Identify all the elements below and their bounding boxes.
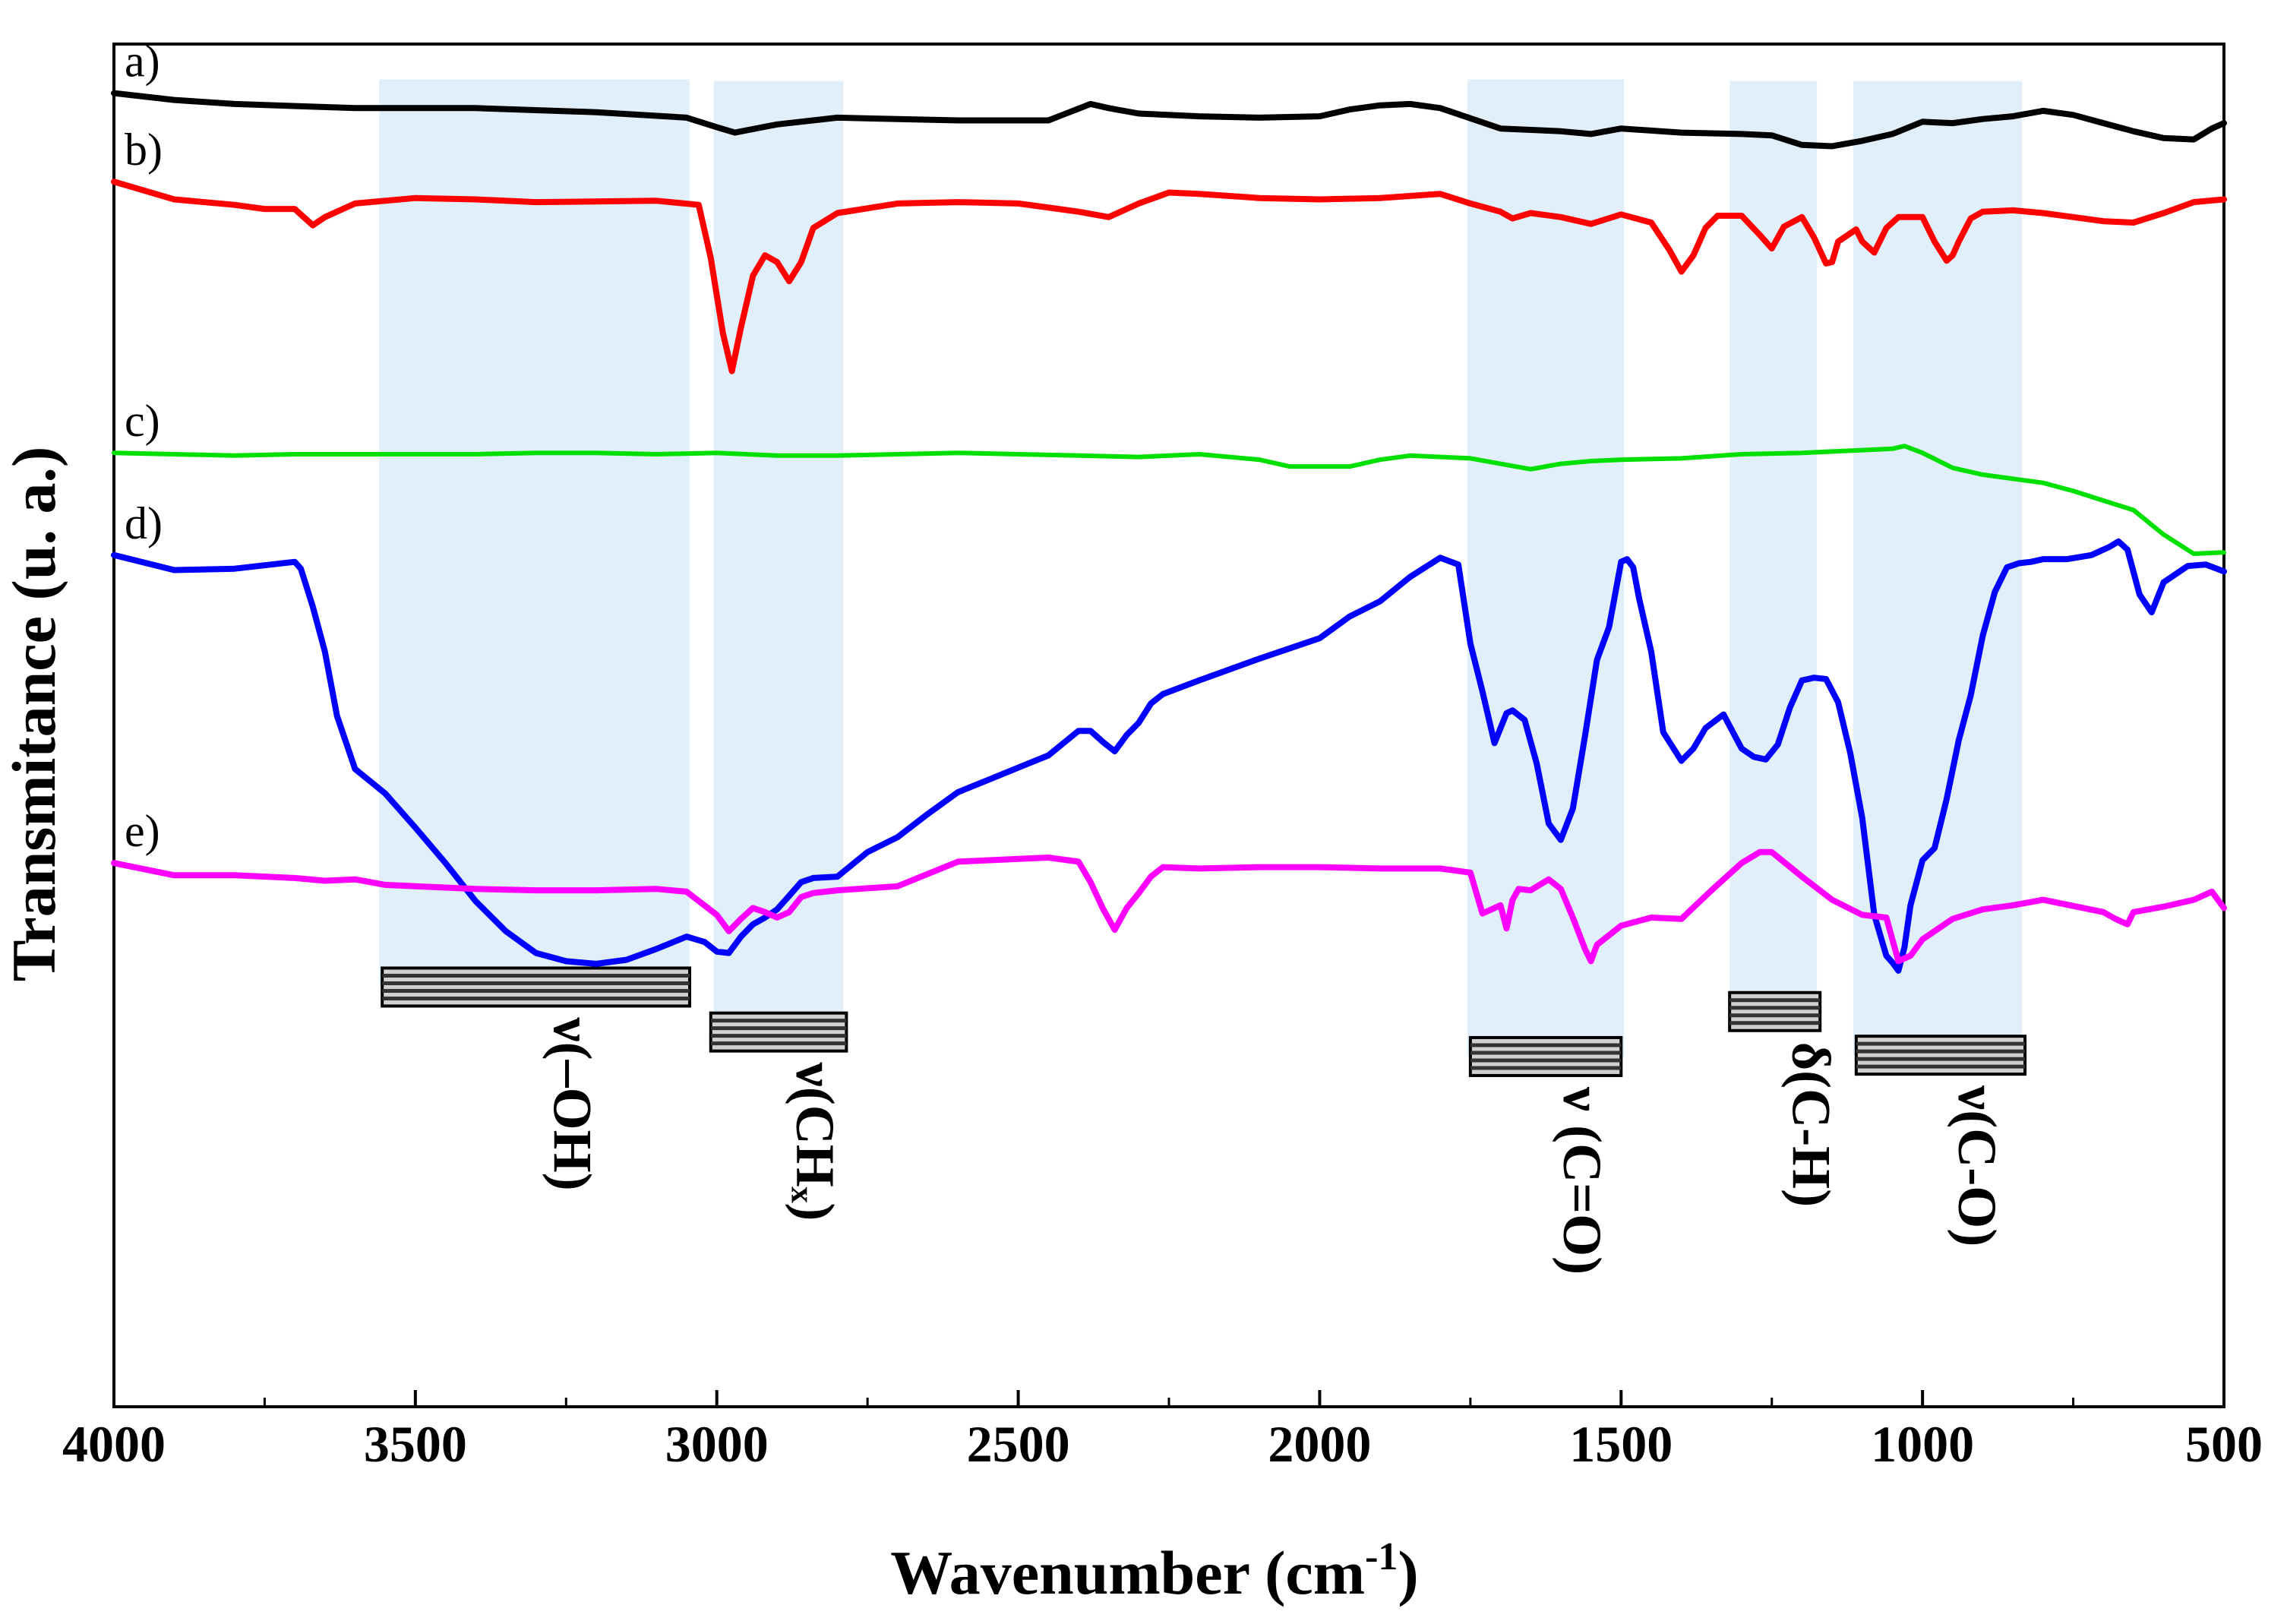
assignment-bar-3 bbox=[1728, 991, 1822, 1032]
band-label-3: δ(C-H) bbox=[1781, 1042, 1842, 1207]
band-region-1 bbox=[713, 81, 844, 1032]
series-label-b: b) bbox=[125, 125, 163, 175]
assignment-bars bbox=[381, 966, 2027, 1077]
assignment-bar-1 bbox=[709, 1011, 848, 1053]
band-label-2: ν (C=O) bbox=[1552, 1086, 1613, 1275]
x-axis-ticks: 4000 3500 3000 2500 2000 1500 1000 500 bbox=[62, 1390, 2263, 1473]
series-labels: a) b) c) d) e) bbox=[125, 36, 163, 857]
assignment-bar-4 bbox=[1854, 1035, 2027, 1076]
x-tick-label-500: 500 bbox=[2185, 1415, 2263, 1473]
y-axis-title: Transmitance (u. a.) bbox=[0, 447, 68, 982]
x-tick-label-3000: 3000 bbox=[665, 1415, 769, 1473]
band-regions bbox=[379, 79, 2023, 1057]
x-tick-label-1500: 1500 bbox=[1569, 1415, 1673, 1473]
series-label-e: e) bbox=[125, 806, 160, 856]
assignment-bar-0 bbox=[381, 966, 691, 1008]
spectra-series bbox=[111, 90, 2227, 974]
series-label-a: a) bbox=[125, 36, 160, 87]
assignment-bar-2 bbox=[1468, 1035, 1623, 1077]
band-labels: ν(–OH) ν(CHₓ) ν (C=O) δ(C-H) ν(C-O) bbox=[542, 1016, 2007, 1275]
x-tick-label-3500: 3500 bbox=[364, 1415, 467, 1473]
x-tick-label-2500: 2500 bbox=[967, 1415, 1070, 1473]
series-line-b bbox=[111, 179, 2227, 374]
x-axis-title: Wavenumber (cm-1) bbox=[890, 1535, 1418, 1607]
series-label-c: c) bbox=[125, 396, 160, 446]
band-region-2 bbox=[1467, 79, 1625, 1057]
band-region-0 bbox=[379, 79, 690, 987]
band-label-4: ν(C-O) bbox=[1947, 1085, 2007, 1246]
series-line-e bbox=[111, 848, 2227, 965]
series-label-d: d) bbox=[125, 498, 163, 548]
series-line-d bbox=[111, 538, 2227, 974]
series-line-c bbox=[112, 444, 2226, 556]
x-axis-title-main: Wavenumber (cm bbox=[890, 1538, 1365, 1607]
x-tick-label-4000: 4000 bbox=[62, 1415, 166, 1473]
x-axis-title-sup: -1 bbox=[1365, 1535, 1398, 1578]
band-label-1: ν(CHₓ) bbox=[785, 1062, 845, 1221]
series-line-a bbox=[111, 90, 2227, 150]
x-tick-label-2000: 2000 bbox=[1268, 1415, 1371, 1473]
x-tick-label-1000: 1000 bbox=[1871, 1415, 1974, 1473]
band-label-0: ν(–OH) bbox=[542, 1016, 603, 1190]
x-axis-title-close: ) bbox=[1398, 1538, 1418, 1607]
